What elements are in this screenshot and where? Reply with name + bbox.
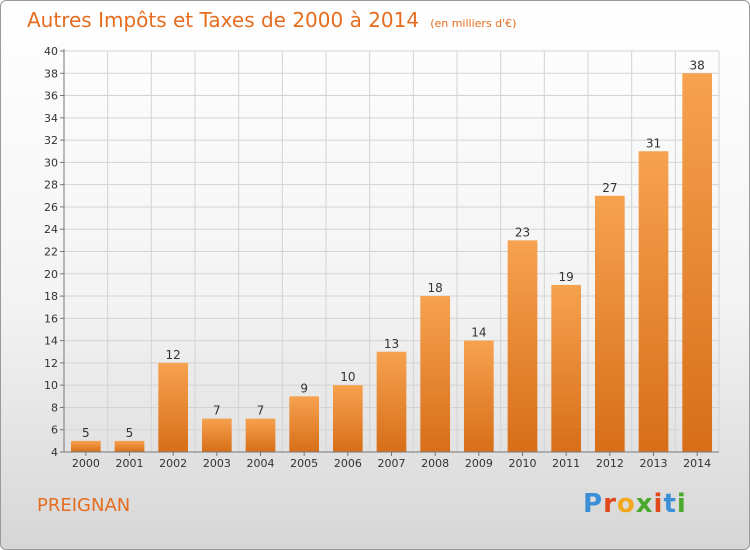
x-tick-label: 2008	[421, 457, 449, 470]
x-tick-label: 2011	[552, 457, 580, 470]
y-tick-label: 6	[51, 424, 58, 437]
y-tick-label: 18	[44, 290, 58, 303]
logo-letter: i	[653, 489, 664, 519]
y-tick-label: 8	[51, 401, 58, 414]
bar	[420, 296, 451, 452]
proxiti-logo: Proxiti	[583, 489, 687, 519]
data-label: 31	[646, 136, 661, 150]
x-tick-label: 2002	[159, 457, 187, 470]
bar	[201, 418, 232, 452]
y-tick-label: 10	[44, 379, 58, 392]
y-tick-label: 12	[44, 357, 58, 370]
data-label: 27	[602, 181, 617, 195]
y-tick-label: 14	[44, 335, 58, 348]
bar	[376, 351, 407, 452]
bars: 5 5 12 7 7 9 10 13 18 14 23 19 27 31 38	[70, 58, 713, 453]
y-tick-label: 20	[44, 268, 58, 281]
bar	[507, 240, 538, 452]
y-tick-label: 26	[44, 201, 58, 214]
y-tick-label: 24	[44, 223, 58, 236]
data-label: 5	[82, 426, 90, 440]
bar	[289, 396, 320, 452]
data-label: 18	[428, 281, 443, 295]
bar	[114, 440, 145, 452]
data-label: 7	[257, 404, 265, 418]
x-tick-label: 2001	[116, 457, 144, 470]
logo-letter: o	[616, 489, 636, 519]
chart-title: Autres Impôts et Taxes de 2000 à 2014	[27, 8, 420, 32]
x-tick-label: 2014	[683, 457, 711, 470]
x-tick-label: 2009	[465, 457, 493, 470]
bar	[463, 340, 494, 452]
data-label: 23	[515, 225, 530, 239]
y-tick-label: 40	[44, 45, 58, 58]
y-tick-label: 30	[44, 156, 58, 169]
bar	[332, 385, 363, 452]
x-tick-label: 2010	[509, 457, 537, 470]
x-tick-label: 2013	[640, 457, 668, 470]
data-label: 10	[340, 370, 355, 384]
y-tick-label: 4	[51, 446, 58, 459]
x-tick-label: 2000	[72, 457, 100, 470]
data-label: 13	[384, 337, 399, 351]
title-row: Autres Impôts et Taxes de 2000 à 2014 (e…	[27, 8, 516, 32]
data-label: 38	[690, 58, 705, 72]
x-tick-label: 2007	[378, 457, 406, 470]
y-tick-label: 32	[44, 134, 58, 147]
data-label: 14	[471, 326, 486, 340]
bar	[245, 418, 276, 452]
y-tick-label: 16	[44, 312, 58, 325]
logo-letter: i	[676, 489, 687, 519]
y-tick-label: 36	[44, 90, 58, 103]
bar	[70, 440, 101, 452]
bar	[158, 362, 189, 452]
place-name: PREIGNAN	[37, 495, 131, 516]
logo-letter: r	[603, 489, 617, 519]
x-tick-label: 2006	[334, 457, 362, 470]
y-tick-label: 38	[44, 67, 58, 80]
x-tick-label: 2003	[203, 457, 231, 470]
bar	[638, 151, 669, 452]
x-tick-label: 2004	[247, 457, 275, 470]
y-tick-label: 34	[44, 112, 58, 125]
y-tick-label: 28	[44, 179, 58, 192]
chart-unit: (en milliers d'€)	[430, 17, 517, 30]
logo-letter: P	[583, 489, 604, 519]
axes: 4 6 8 10 12 14 16 18 20 22 24 26 28 30 32 34 36 38 40 2000 2…	[44, 45, 719, 470]
logo-letter: x	[635, 489, 654, 519]
bar	[594, 195, 625, 453]
bar	[682, 73, 713, 453]
data-label: 19	[559, 270, 574, 284]
x-tick-label: 2012	[596, 457, 624, 470]
logo-letter: t	[663, 489, 677, 519]
data-label: 7	[213, 404, 221, 418]
data-label: 9	[300, 381, 308, 395]
x-tick-label: 2005	[290, 457, 318, 470]
data-label: 12	[166, 348, 181, 362]
data-label: 5	[126, 426, 134, 440]
y-tick-label: 22	[44, 246, 58, 259]
bar	[551, 284, 582, 452]
